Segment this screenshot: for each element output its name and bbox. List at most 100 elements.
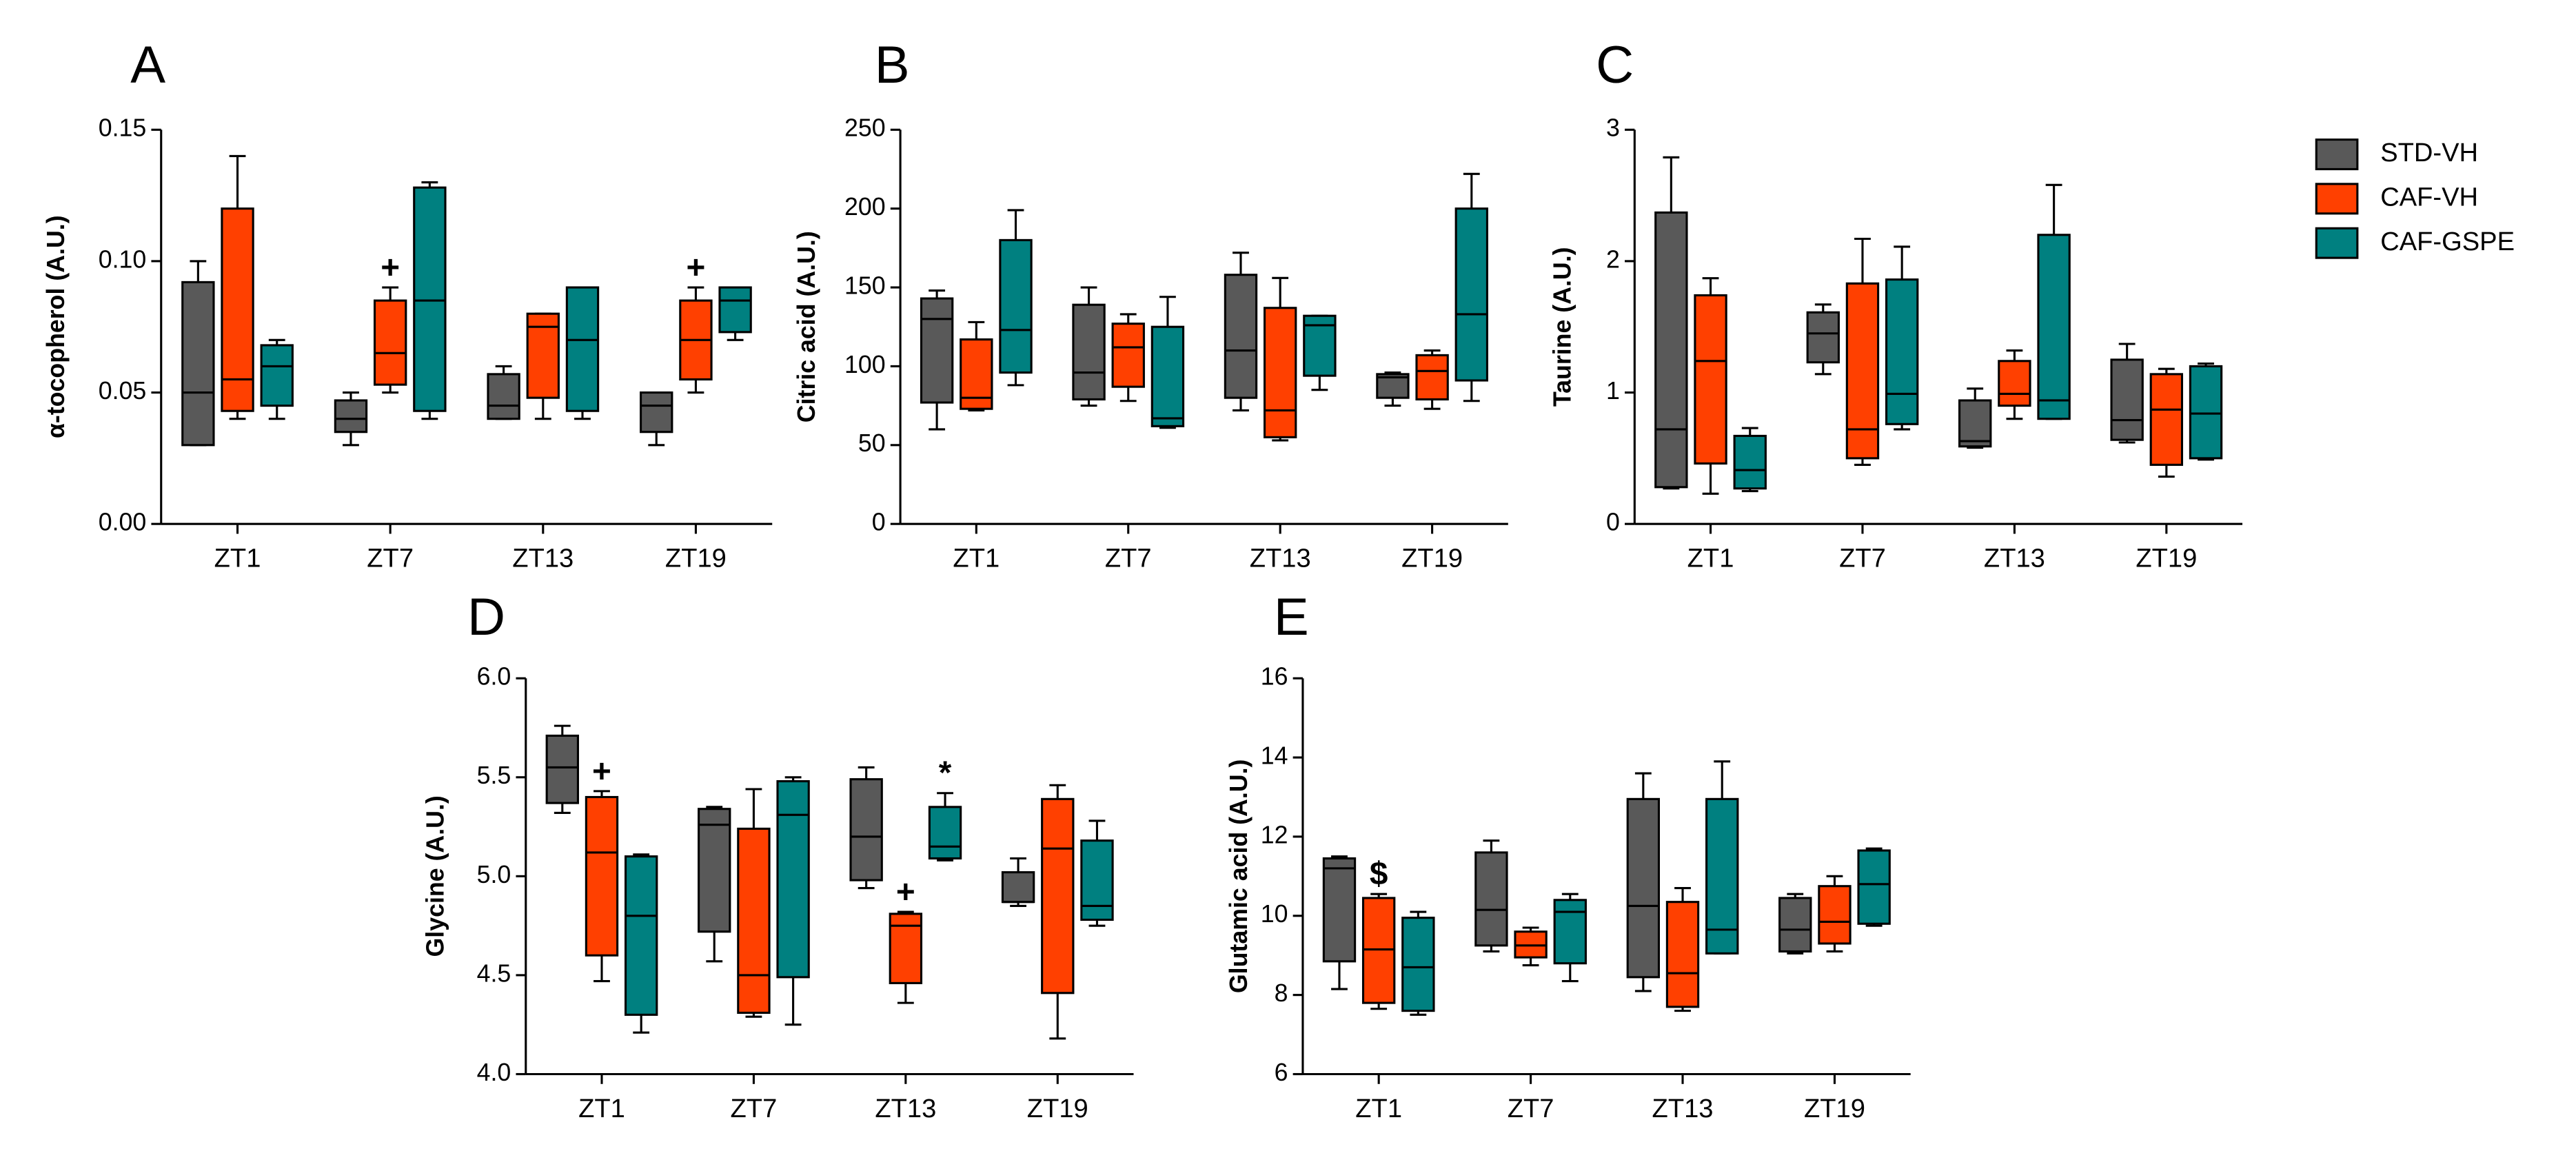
box bbox=[1080, 819, 1114, 927]
x-tick-label: ZT19 bbox=[665, 544, 727, 573]
box bbox=[373, 286, 407, 394]
x-tick-label: ZT1 bbox=[1355, 1094, 1402, 1123]
box bbox=[1694, 277, 1727, 495]
y-axis-label: Glutamic acid (A.U.) bbox=[1225, 760, 1252, 994]
box-body bbox=[1818, 885, 1852, 945]
box bbox=[1454, 172, 1488, 402]
box bbox=[849, 766, 883, 890]
box bbox=[1303, 314, 1337, 391]
y-axis-label: Taurine (A.U.) bbox=[1548, 247, 1576, 407]
y-tick-label: 6 bbox=[1275, 1059, 1288, 1086]
box bbox=[1361, 893, 1396, 1010]
box bbox=[1665, 887, 1700, 1012]
box bbox=[1654, 156, 1688, 490]
box bbox=[1415, 349, 1449, 410]
legend-swatch bbox=[2315, 183, 2359, 215]
box bbox=[221, 154, 254, 420]
box bbox=[1001, 857, 1035, 907]
box-body bbox=[1415, 354, 1449, 401]
box-body bbox=[718, 286, 752, 334]
x-tick-label: ZT1 bbox=[578, 1094, 625, 1123]
x-tick-label: ZT19 bbox=[1027, 1094, 1088, 1123]
box bbox=[1553, 893, 1587, 983]
x-tick-label: ZT7 bbox=[1839, 544, 1886, 573]
box bbox=[565, 286, 600, 420]
box bbox=[1857, 847, 1891, 927]
box-body bbox=[1224, 274, 1258, 399]
box bbox=[1474, 839, 1508, 953]
box-body bbox=[1885, 278, 1919, 425]
box-body bbox=[920, 297, 954, 404]
box bbox=[413, 181, 447, 420]
box-body bbox=[889, 913, 923, 984]
box bbox=[526, 312, 560, 420]
box bbox=[2110, 343, 2144, 444]
box bbox=[737, 788, 771, 1018]
significance-marker: $ bbox=[1370, 856, 1388, 893]
box-body bbox=[1041, 797, 1075, 995]
box bbox=[1958, 387, 1992, 449]
box-body bbox=[1080, 839, 1114, 921]
legend-swatch bbox=[2315, 139, 2359, 171]
box-body bbox=[221, 207, 254, 412]
significance-marker: + bbox=[592, 753, 611, 789]
legend-label: STD-VH bbox=[2380, 138, 2478, 167]
x-tick-label: ZT1 bbox=[953, 544, 1000, 573]
y-tick-label: 5.5 bbox=[477, 762, 511, 789]
box-body bbox=[1626, 797, 1661, 979]
box bbox=[1778, 893, 1812, 955]
y-tick-label: 8 bbox=[1275, 979, 1288, 1007]
legend-label: CAF-VH bbox=[2380, 182, 2478, 212]
box-body bbox=[373, 299, 407, 386]
box-body bbox=[1150, 325, 1185, 427]
box bbox=[181, 260, 215, 447]
panel-letter: A bbox=[130, 36, 165, 94]
box-body bbox=[1401, 917, 1435, 1012]
box bbox=[920, 289, 954, 431]
box bbox=[1224, 252, 1258, 412]
y-tick-label: 14 bbox=[1261, 742, 1288, 769]
box-body bbox=[545, 734, 579, 804]
y-axis-label: Glycine (A.U.) bbox=[422, 795, 449, 957]
box-body bbox=[2149, 373, 2184, 466]
box-body bbox=[1001, 871, 1035, 904]
x-tick-label: ZT13 bbox=[1984, 544, 2045, 573]
x-tick-label: ZT19 bbox=[2136, 544, 2197, 573]
x-tick-label: ZT7 bbox=[367, 544, 414, 573]
x-tick-label: ZT1 bbox=[214, 544, 261, 573]
y-tick-label: 4.0 bbox=[477, 1059, 511, 1086]
panel-letter: D bbox=[467, 588, 505, 646]
y-tick-label: 10 bbox=[1261, 900, 1288, 928]
box-body bbox=[1998, 360, 2031, 407]
box-body bbox=[928, 806, 962, 860]
x-tick-label: ZT7 bbox=[1105, 544, 1152, 573]
box-body bbox=[334, 399, 368, 434]
box bbox=[1705, 760, 1739, 955]
box bbox=[1150, 296, 1185, 429]
significance-marker: + bbox=[686, 249, 705, 285]
box-body bbox=[2189, 365, 2223, 460]
box-body bbox=[2110, 358, 2144, 441]
box-body bbox=[565, 286, 600, 412]
y-tick-label: 0.10 bbox=[99, 245, 147, 273]
y-axis-label: α-tocopherol (A.U.) bbox=[42, 215, 70, 438]
y-axis-label: Citric acid (A.U.) bbox=[793, 231, 820, 422]
box-body bbox=[1553, 899, 1587, 965]
box bbox=[1111, 313, 1145, 402]
x-tick-label: ZT13 bbox=[512, 544, 574, 573]
y-tick-label: 50 bbox=[858, 429, 886, 457]
y-tick-label: 6.0 bbox=[477, 663, 511, 691]
box bbox=[1998, 349, 2031, 420]
box-body bbox=[2037, 234, 2071, 420]
box-body bbox=[181, 281, 215, 447]
significance-marker: + bbox=[896, 873, 915, 910]
box-body bbox=[640, 391, 673, 434]
box-body bbox=[1845, 282, 1880, 460]
box-body bbox=[1806, 311, 1840, 364]
x-tick-label: ZT13 bbox=[1250, 544, 1311, 573]
y-tick-label: 0 bbox=[872, 509, 886, 536]
box bbox=[1263, 276, 1297, 442]
box-body bbox=[849, 778, 883, 881]
y-tick-label: 250 bbox=[844, 114, 886, 142]
box bbox=[260, 338, 294, 420]
